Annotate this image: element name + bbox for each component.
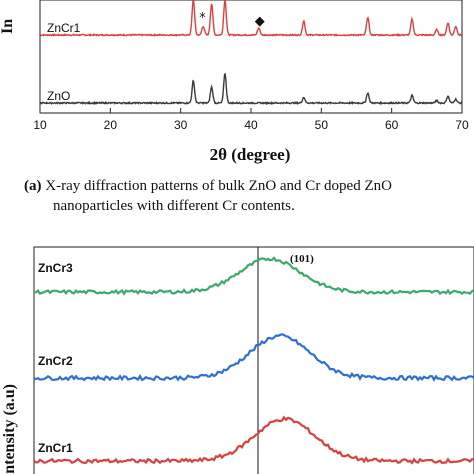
- panel-b-peak-chart: (101) Intensity (a.u) ZnCr3 ZnCr2 ZnCr1: [1, 246, 474, 474]
- trace-zno: [39, 72, 463, 106]
- panel-b-plot-frame: [33, 246, 474, 474]
- series-label-zncr3: ZnCr3: [38, 261, 73, 275]
- panel-b-traces: [33, 256, 474, 465]
- series-label-zncr1-b: ZnCr1: [38, 441, 73, 455]
- panel-a-xrd-chart: In 10 20 30 40 50 60 70 ZnCr1 ZnO * ◆ 2θ (degr…: [0, 0, 469, 164]
- x-tick-label-10: 10: [33, 118, 47, 132]
- trace-zncr1: [39, 0, 463, 37]
- x-tick-label-50: 50: [315, 118, 329, 132]
- panel-a-y-axis-label: In: [0, 19, 16, 34]
- series-label-zno: ZnO: [47, 89, 70, 103]
- panel-a-plot-frame: [39, 0, 463, 114]
- panel-a-traces: [39, 0, 463, 106]
- annotation-diamond: ◆: [255, 14, 265, 29]
- peak-trace-zncr2: [33, 333, 474, 382]
- caption-line-2: nanoparticles with different Cr contents…: [53, 198, 295, 214]
- x-tick-label-60: 60: [385, 118, 399, 132]
- series-label-zncr2: ZnCr2: [38, 354, 73, 368]
- panel-a-x-axis-label: 2θ (degree): [210, 145, 291, 164]
- annotation-asterisk: *: [199, 11, 206, 26]
- panel-a-x-ticks: 10 20 30 40 50 60 70: [33, 108, 469, 132]
- x-tick-label-20: 20: [104, 118, 118, 132]
- panel-b-y-axis-label: Intensity (a.u): [1, 384, 18, 474]
- figure-caption: (a) X-ray diffraction patterns of bulk Z…: [24, 176, 474, 216]
- peak-trace-zncr3: [33, 256, 474, 296]
- caption-tag: (a): [24, 178, 42, 194]
- caption-line-1: X-ray diffraction patterns of bulk ZnO a…: [45, 178, 392, 194]
- peak-label-101: (101): [290, 253, 314, 265]
- x-tick-label-40: 40: [244, 118, 258, 132]
- x-tick-label-30: 30: [174, 118, 188, 132]
- x-tick-label-70: 70: [455, 118, 469, 132]
- peak-trace-zncr1: [33, 415, 474, 465]
- series-label-zncr1: ZnCr1: [47, 21, 81, 35]
